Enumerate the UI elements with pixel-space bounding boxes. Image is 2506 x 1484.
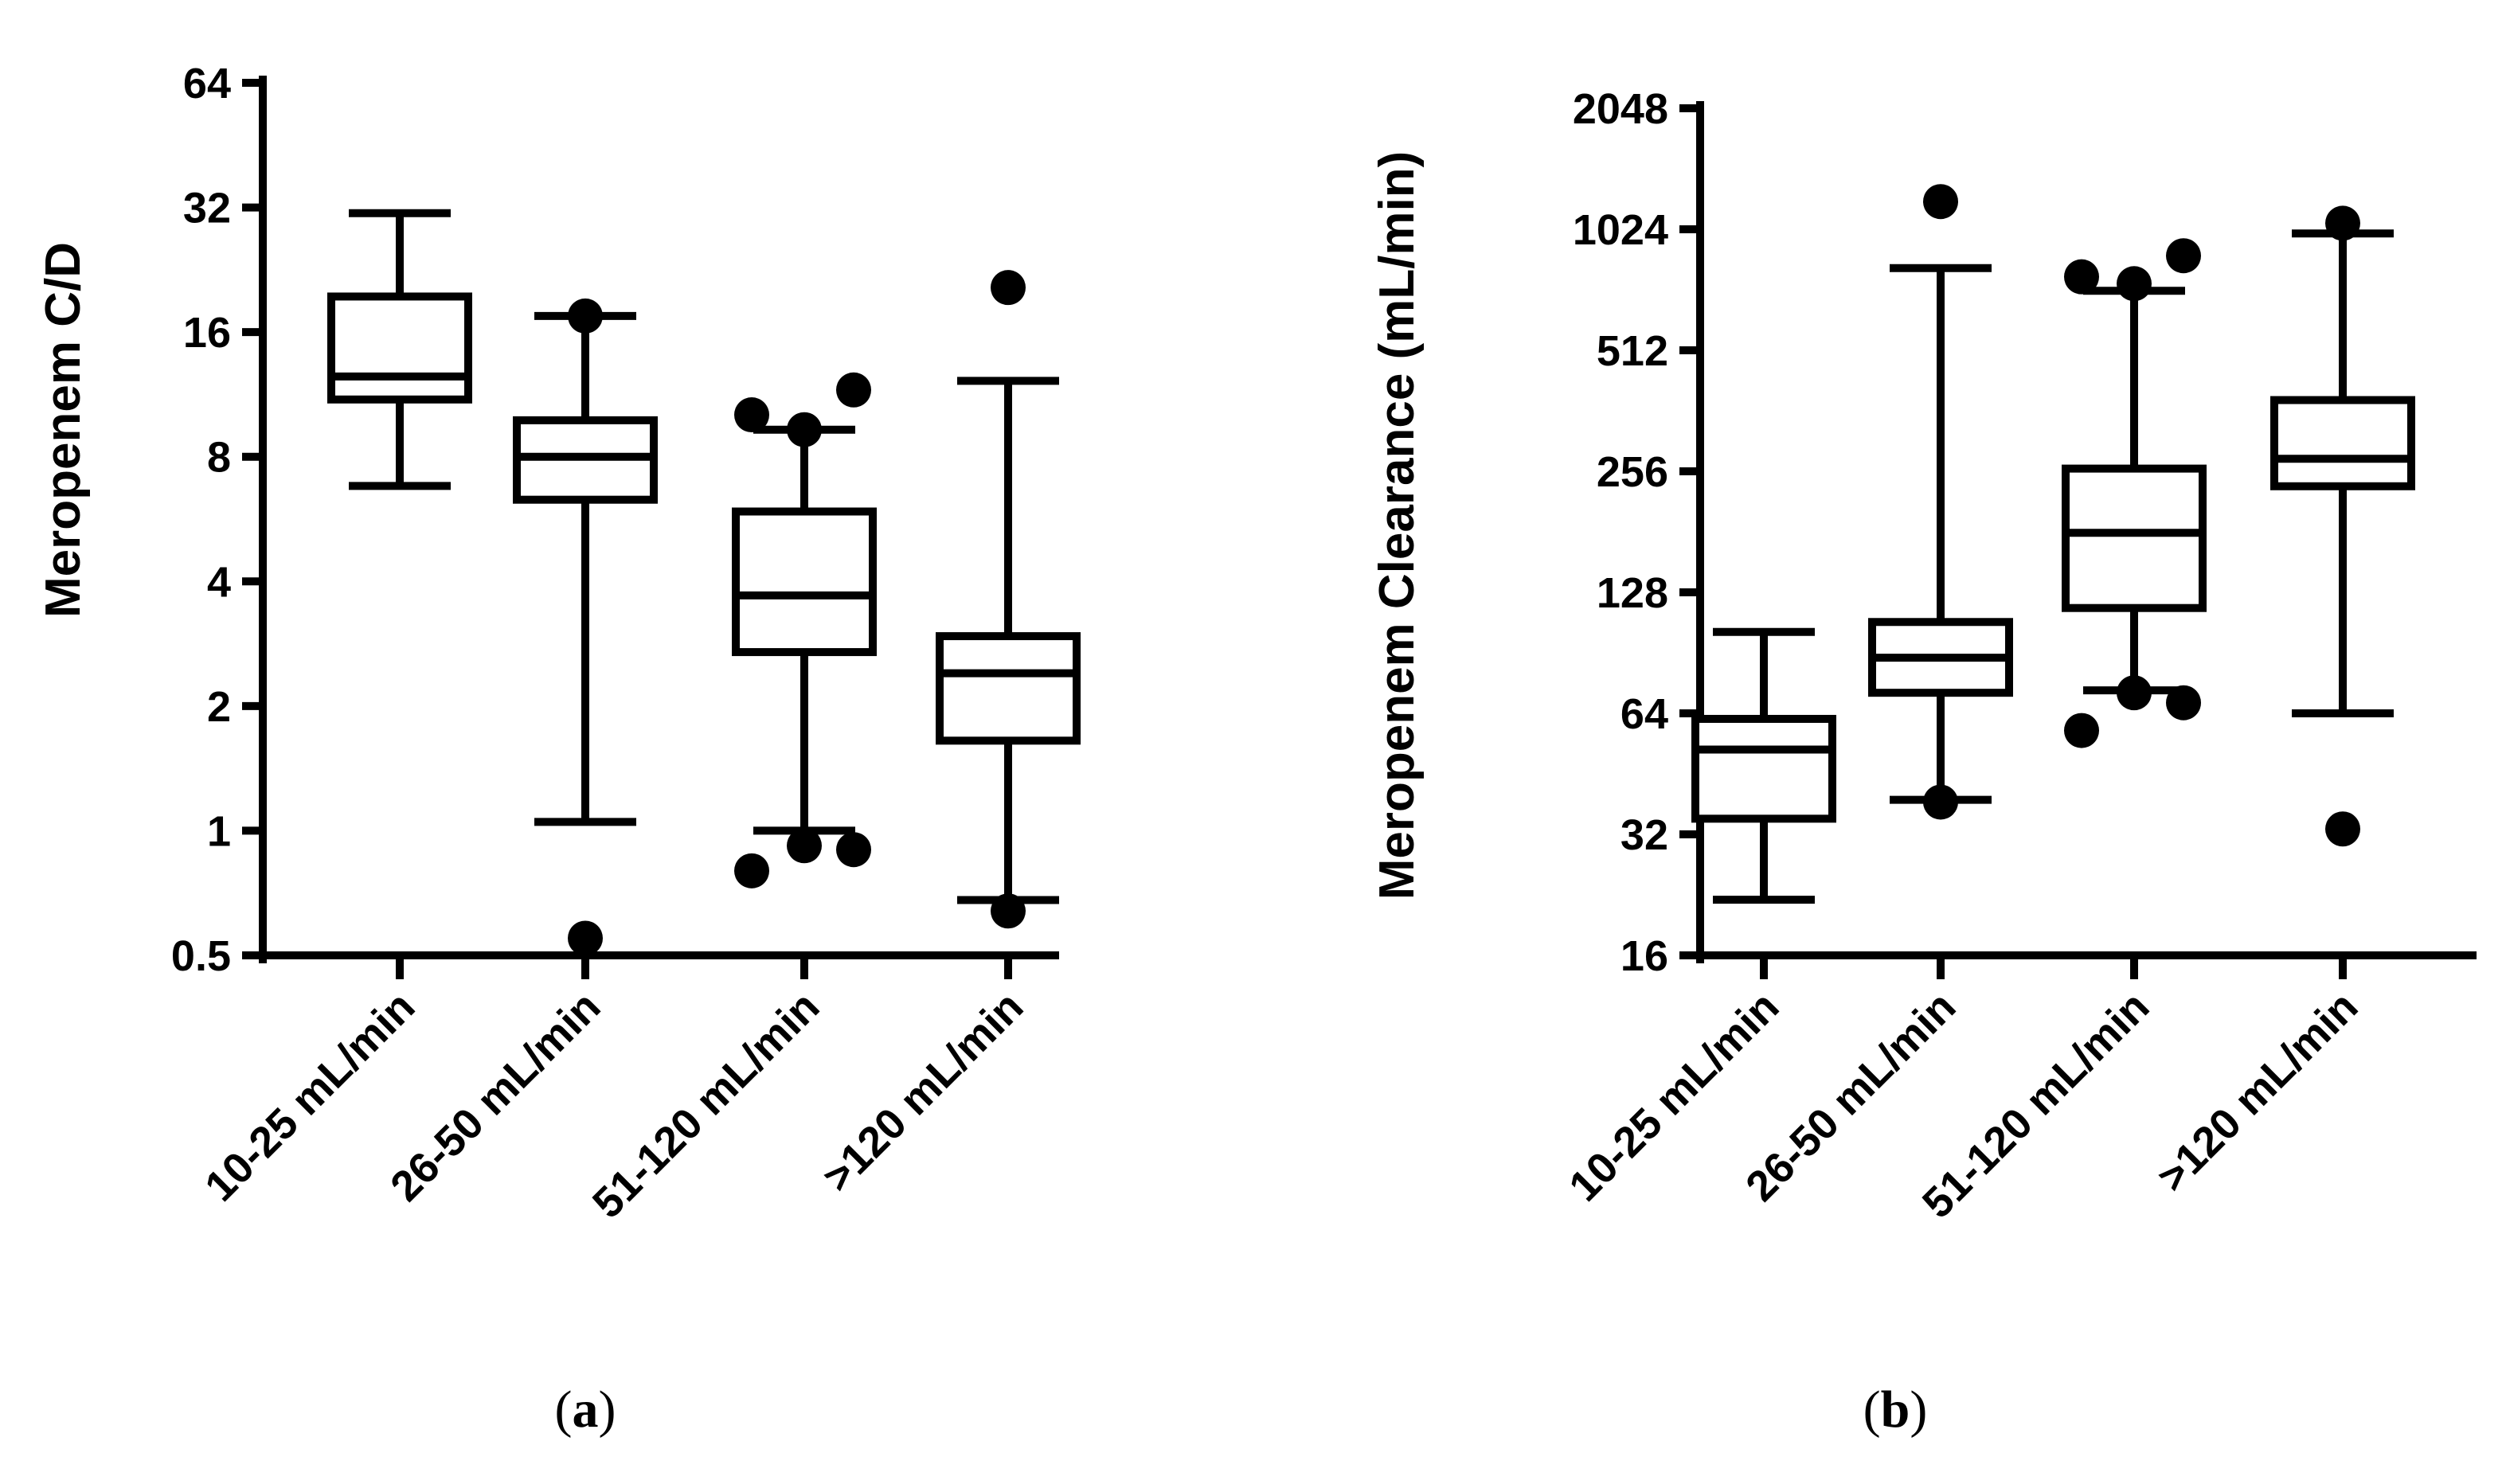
outlier-point [787, 412, 822, 447]
y-tick-label: 32 [183, 185, 231, 232]
box-iqr [1691, 714, 1836, 823]
y-tick-label: 256 [1597, 448, 1668, 496]
outlier-point [2325, 205, 2360, 241]
panel-letter-a: a [573, 1381, 599, 1439]
outlier-point [991, 270, 1026, 306]
y-tick-label: 64 [183, 60, 231, 107]
outlier-point [568, 920, 603, 956]
x-tick-label: >120 mL/min [2148, 982, 2367, 1201]
y-tick-label: 8 [207, 434, 231, 482]
outlier-point [2166, 238, 2201, 274]
outlier-point [2064, 259, 2099, 295]
outlier-point [1923, 184, 1958, 220]
box-iqr [2270, 396, 2415, 490]
y-tick-label: 32 [1620, 811, 1668, 859]
box-plot-4 [936, 270, 1081, 929]
box-plot-3 [2062, 238, 2207, 748]
outlier-point [836, 372, 871, 408]
panel-caption-b: (b) [1863, 1381, 1928, 1439]
y-tick-label: 64 [1620, 690, 1668, 738]
outlier-point [2117, 675, 2152, 711]
outlier-point [787, 828, 822, 864]
y-axis-title-a: Meropenem C/D [36, 242, 91, 618]
outlier-point [568, 298, 603, 334]
x-tick-label: >120 mL/min [814, 982, 1033, 1201]
outlier-point [2064, 713, 2099, 748]
x-tick-label: 51-120 mL/min [584, 982, 829, 1228]
box-plot-3 [732, 372, 877, 888]
y-tick-label: 16 [1620, 932, 1668, 980]
y-tick-label: 16 [183, 309, 231, 357]
box-plot-4 [2270, 205, 2415, 847]
box-plot-2 [1868, 184, 2013, 820]
box-iqr [327, 292, 472, 404]
y-tick-label: 512 [1597, 327, 1668, 375]
box-iqr [732, 507, 877, 657]
outlier-point [2117, 266, 2152, 302]
box-plot-1 [1691, 627, 1836, 904]
y-axis-title-b: Meropenem Clearance (mL/min) [1370, 151, 1425, 900]
outlier-point [991, 893, 1026, 929]
y-tick-label: 2048 [1573, 85, 1668, 133]
y-tick-label: 4 [207, 558, 231, 606]
outlier-point [2166, 685, 2201, 721]
y-tick-label: 2 [207, 683, 231, 731]
box-plot-1 [327, 209, 472, 490]
panel-letter-b: b [1881, 1381, 1910, 1439]
box-iqr [2062, 464, 2207, 612]
box-iqr [936, 632, 1081, 745]
outlier-point [836, 832, 871, 868]
y-tick-label: 1024 [1573, 206, 1668, 254]
outlier-point [734, 853, 769, 888]
y-tick-label: 1 [207, 807, 231, 855]
y-tick-label: 128 [1597, 569, 1668, 617]
panel-caption-a: (a) [555, 1381, 616, 1439]
outlier-point [734, 397, 769, 433]
box-plot-2 [513, 298, 658, 956]
outlier-point [1923, 784, 1958, 820]
y-tick-label: 0.5 [171, 932, 231, 980]
outlier-point [2325, 811, 2360, 847]
